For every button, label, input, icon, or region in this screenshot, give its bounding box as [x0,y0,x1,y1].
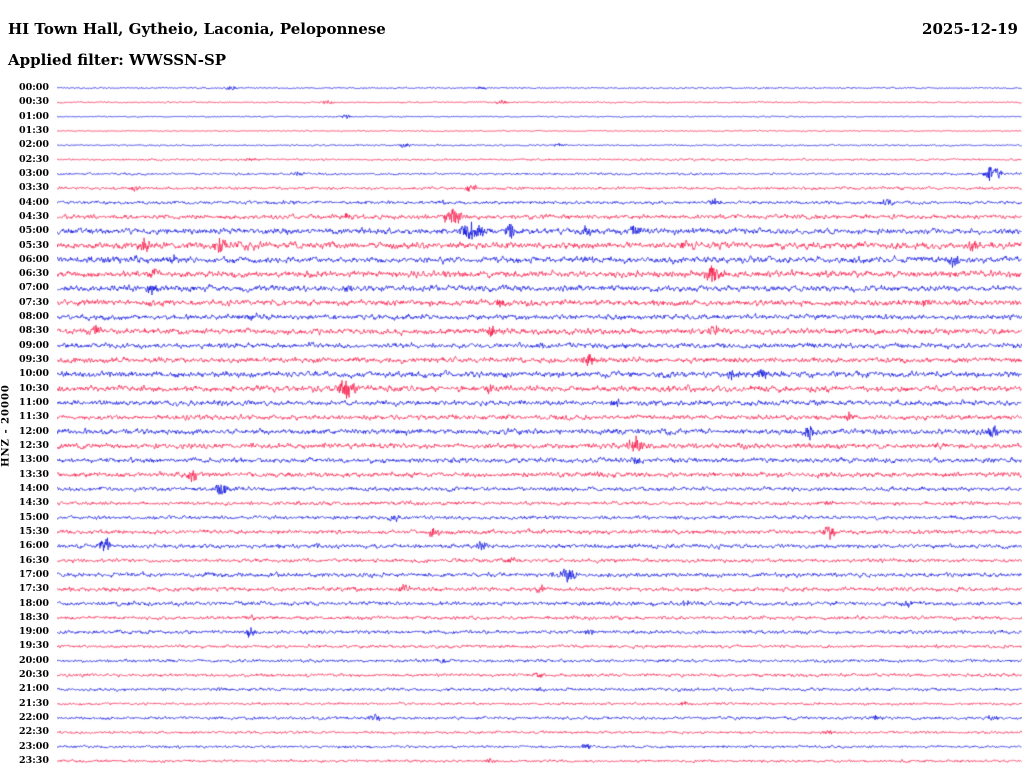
time-label: 01:00 [19,110,49,122]
time-label: 14:30 [19,497,49,509]
time-label: 12:30 [19,440,49,451]
station-title: HI Town Hall, Gytheio, Laconia, Peloponn… [8,20,386,38]
time-label: 19:00 [19,626,49,638]
time-label: 13:00 [19,454,49,466]
time-label: 04:00 [19,196,49,208]
time-label: 01:30 [19,124,49,136]
time-label: 22:00 [19,712,49,724]
time-label: 03:30 [19,182,49,194]
time-label: 11:00 [19,397,49,409]
time-label: 20:00 [19,654,49,666]
time-label: 07:00 [19,282,49,294]
time-label: 14:00 [19,482,49,494]
time-label: 08:30 [19,325,49,337]
filter-label: Applied filter: WWSSN-SP [8,51,227,69]
time-label: 17:00 [19,568,49,580]
time-label: 09:30 [19,354,49,366]
time-label: 00:30 [19,96,49,108]
time-label: 06:00 [19,253,49,265]
time-label: 07:30 [19,296,49,308]
time-label: 21:30 [19,697,49,709]
time-label: 10:00 [19,368,49,380]
header: HI Town Hall, Gytheio, Laconia, Peloponn… [8,20,1018,38]
time-label: 12:00 [19,425,49,437]
time-label: 13:30 [19,468,49,480]
time-label: 18:00 [19,597,49,609]
time-label: 23:00 [19,740,49,752]
time-label: 16:00 [19,540,49,552]
time-label: 21:00 [19,683,49,695]
time-label: 10:30 [19,382,49,394]
time-label: 16:30 [19,554,49,566]
time-label: 17:30 [19,583,49,595]
time-label: 06:30 [19,268,49,280]
time-label: 22:30 [19,726,49,738]
time-label: 04:30 [19,210,49,222]
seismogram-canvas [57,78,1022,780]
time-label: 15:00 [19,511,49,523]
time-label: 20:30 [19,669,49,681]
time-label: 08:00 [19,311,49,323]
time-label: 00:00 [19,82,49,93]
time-label: 11:30 [19,411,49,423]
time-label: 02:30 [19,153,49,165]
time-label: 19:30 [19,640,49,652]
time-label: 15:30 [19,525,49,537]
time-label: 05:00 [19,225,49,237]
time-label: 23:30 [19,755,49,767]
date-label: 2025-12-19 [922,20,1018,38]
time-label: 05:30 [19,239,49,251]
time-label: 18:30 [19,611,49,623]
time-label: 03:00 [19,167,49,179]
time-label: 09:00 [19,339,49,351]
time-label: 02:00 [19,139,49,151]
